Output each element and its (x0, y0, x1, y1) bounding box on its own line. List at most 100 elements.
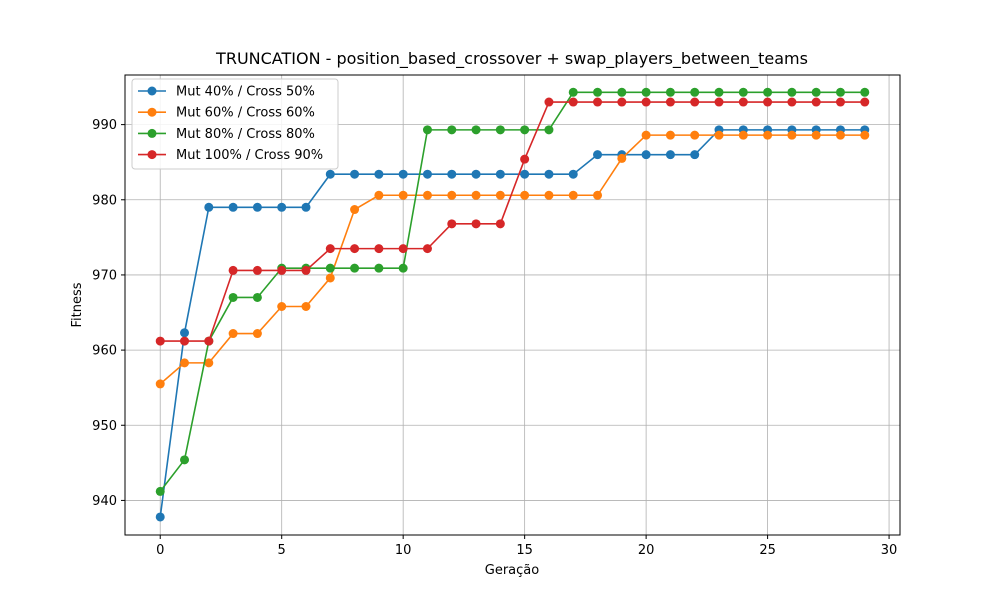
data-point (350, 263, 360, 273)
data-point (228, 329, 238, 339)
data-point (763, 87, 773, 97)
data-point (155, 486, 165, 496)
legend-label-3: Mut 80% / Cross 80% (176, 127, 315, 142)
data-point (350, 244, 360, 254)
data-point (520, 125, 530, 135)
data-point (641, 130, 651, 140)
data-point (811, 130, 821, 140)
data-point (277, 265, 287, 275)
x-tick-label: 25 (759, 543, 776, 558)
data-point (835, 97, 845, 107)
data-point (811, 87, 821, 97)
data-point (204, 336, 214, 346)
legend-label-1: Mut 40% / Cross 50% (176, 85, 315, 100)
legend-box (131, 78, 339, 170)
data-point (277, 302, 287, 312)
data-point (180, 328, 190, 338)
data-point (593, 150, 603, 160)
data-point (593, 87, 603, 97)
data-point (835, 130, 845, 140)
y-tick-label: 940 (92, 494, 117, 509)
data-point (301, 302, 311, 312)
data-point (374, 263, 384, 273)
data-point (325, 263, 335, 273)
data-point (665, 130, 675, 140)
legend-marker-3 (147, 128, 157, 138)
legend-marker-4 (147, 150, 157, 160)
data-point (665, 150, 675, 160)
data-point (860, 97, 870, 107)
data-point (325, 273, 335, 283)
data-point (180, 336, 190, 346)
data-point (690, 97, 700, 107)
x-tick-label: 20 (638, 543, 655, 558)
data-point (617, 153, 627, 163)
axes-frame (124, 74, 901, 536)
chart-title: TRUNCATION - position_based_crossover + … (215, 49, 808, 69)
data-point (738, 97, 748, 107)
data-point (422, 190, 432, 200)
data-point (738, 87, 748, 97)
data-point (544, 125, 554, 135)
data-point (738, 130, 748, 140)
data-point (568, 190, 578, 200)
data-point (811, 97, 821, 107)
data-point (860, 130, 870, 140)
data-point (593, 97, 603, 107)
data-point (301, 202, 311, 212)
data-point (568, 169, 578, 179)
data-point (617, 87, 627, 97)
data-point (471, 169, 481, 179)
data-point (835, 87, 845, 97)
data-point (228, 292, 238, 302)
data-point (155, 512, 165, 522)
data-point (447, 219, 457, 229)
data-point (252, 265, 262, 275)
data-point (398, 244, 408, 254)
data-point (374, 169, 384, 179)
data-point (155, 336, 165, 346)
x-tick-label: 30 (881, 543, 898, 558)
data-point (422, 125, 432, 135)
data-point (350, 169, 360, 179)
data-point (422, 169, 432, 179)
data-point (398, 190, 408, 200)
data-point (398, 169, 408, 179)
legend-label-4: Mut 100% / Cross 90% (176, 148, 323, 163)
y-tick-label: 970 (92, 268, 117, 283)
data-point (763, 97, 773, 107)
data-point (544, 97, 554, 107)
legend-marker-2 (147, 107, 157, 117)
data-point (228, 202, 238, 212)
data-point (252, 202, 262, 212)
data-point (787, 130, 797, 140)
data-point (568, 97, 578, 107)
data-point (690, 130, 700, 140)
legend: Mut 40% / Cross 50% Mut 60% / Cross 60% Mu… (131, 78, 339, 170)
data-point (641, 87, 651, 97)
x-tick-label: 0 (156, 543, 164, 558)
data-point (495, 190, 505, 200)
data-point (252, 292, 262, 302)
data-point (568, 87, 578, 97)
y-tick-label: 980 (92, 193, 117, 208)
data-point (325, 169, 335, 179)
data-point (301, 265, 311, 275)
data-point (787, 87, 797, 97)
data-point (520, 190, 530, 200)
data-point (155, 379, 165, 389)
data-point (714, 130, 724, 140)
y-tick-label: 950 (92, 419, 117, 434)
data-point (495, 169, 505, 179)
data-point (277, 202, 287, 212)
data-point (544, 190, 554, 200)
legend-label-2: Mut 60% / Cross 60% (176, 106, 315, 121)
plot-area: 0 5 10 15 20 25 30 940 950 960 970 980 990 (92, 74, 901, 558)
y-tick-label: 960 (92, 344, 117, 359)
data-point (520, 154, 530, 164)
data-point (544, 169, 554, 179)
data-point (204, 358, 214, 368)
data-point (180, 358, 190, 368)
data-point (641, 150, 651, 160)
y-axis-label: Fitness (70, 282, 85, 327)
